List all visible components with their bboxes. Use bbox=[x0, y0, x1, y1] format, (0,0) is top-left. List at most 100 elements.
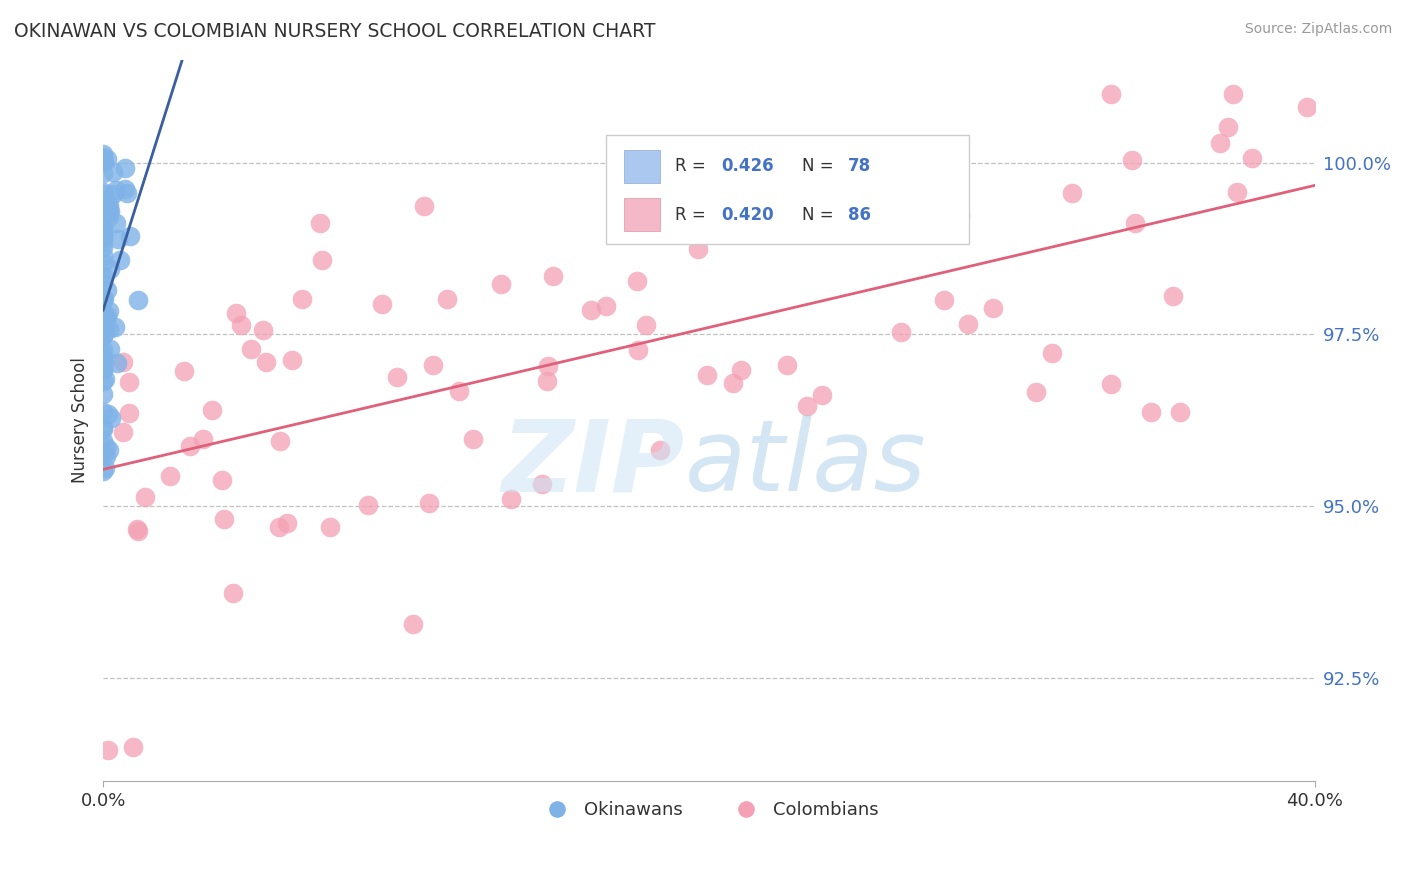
Point bbox=[91, 187, 114, 202]
Point bbox=[93, 228, 115, 243]
Point bbox=[91, 269, 114, 284]
Point bbox=[827, 219, 849, 234]
Point bbox=[97, 304, 120, 318]
Point bbox=[108, 253, 131, 268]
Point bbox=[222, 586, 245, 600]
Point bbox=[93, 323, 115, 337]
FancyBboxPatch shape bbox=[606, 136, 969, 244]
Point bbox=[100, 410, 122, 425]
Point bbox=[91, 363, 114, 377]
Point bbox=[91, 348, 114, 362]
Point bbox=[413, 199, 436, 213]
Point bbox=[191, 432, 214, 446]
Point bbox=[291, 292, 314, 306]
Point bbox=[101, 187, 124, 202]
Point bbox=[281, 353, 304, 368]
Point bbox=[91, 220, 114, 235]
Point bbox=[644, 202, 666, 216]
Point bbox=[179, 439, 201, 453]
Point bbox=[91, 312, 114, 326]
Point bbox=[91, 239, 114, 253]
Point bbox=[541, 268, 564, 283]
Point bbox=[97, 407, 120, 421]
Point bbox=[93, 154, 115, 169]
Point bbox=[91, 313, 114, 327]
Point bbox=[91, 363, 114, 377]
Point bbox=[122, 740, 145, 755]
Point bbox=[91, 374, 114, 388]
Point bbox=[311, 252, 333, 267]
Point bbox=[537, 359, 560, 374]
Point bbox=[1295, 100, 1317, 114]
Point bbox=[105, 183, 128, 197]
Point bbox=[96, 284, 118, 298]
Point bbox=[1123, 215, 1146, 229]
Point bbox=[447, 384, 470, 398]
Point bbox=[636, 318, 658, 332]
Point bbox=[91, 153, 114, 168]
Point bbox=[118, 406, 141, 420]
Point bbox=[1099, 376, 1122, 391]
Point bbox=[626, 274, 648, 288]
Point bbox=[1222, 87, 1244, 101]
Point bbox=[96, 309, 118, 323]
Point bbox=[93, 357, 115, 371]
Point bbox=[127, 293, 149, 308]
Point bbox=[956, 318, 979, 332]
Point bbox=[721, 376, 744, 390]
Point bbox=[98, 342, 121, 356]
Point bbox=[91, 227, 114, 242]
Point bbox=[159, 469, 181, 483]
Point bbox=[91, 328, 114, 343]
Point bbox=[619, 148, 641, 162]
Point bbox=[229, 318, 252, 332]
Point bbox=[94, 461, 117, 475]
Point bbox=[98, 322, 121, 336]
Point bbox=[97, 742, 120, 756]
Text: atlas: atlas bbox=[685, 415, 927, 512]
Point bbox=[1168, 405, 1191, 419]
Point bbox=[91, 316, 114, 330]
Text: 0.420: 0.420 bbox=[721, 206, 773, 224]
Point bbox=[1062, 186, 1084, 200]
Point bbox=[91, 146, 114, 161]
Point bbox=[696, 368, 718, 382]
Point bbox=[91, 304, 114, 318]
Point bbox=[212, 512, 235, 526]
Bar bbox=[624, 150, 661, 183]
Point bbox=[1121, 153, 1143, 167]
Point bbox=[98, 262, 121, 277]
Point bbox=[91, 150, 114, 164]
Point bbox=[627, 343, 650, 357]
Point bbox=[120, 229, 142, 244]
Point bbox=[1240, 151, 1263, 165]
Text: 86: 86 bbox=[848, 206, 872, 224]
Point bbox=[276, 516, 298, 531]
Point bbox=[91, 434, 114, 449]
Point bbox=[91, 293, 114, 307]
Point bbox=[775, 358, 797, 372]
Text: R =: R = bbox=[675, 206, 711, 224]
Point bbox=[1139, 405, 1161, 419]
Point bbox=[932, 293, 955, 307]
Point bbox=[422, 358, 444, 372]
Text: N =: N = bbox=[803, 157, 839, 176]
Point bbox=[463, 432, 485, 446]
Point bbox=[91, 387, 114, 401]
Point bbox=[201, 403, 224, 417]
Point bbox=[254, 355, 277, 369]
Point bbox=[96, 450, 118, 464]
Point bbox=[91, 309, 114, 323]
Point bbox=[96, 198, 118, 212]
Legend: Okinawans, Colombians: Okinawans, Colombians bbox=[531, 794, 886, 826]
Point bbox=[579, 302, 602, 317]
Point bbox=[91, 464, 114, 478]
Point bbox=[117, 186, 139, 200]
Point bbox=[105, 356, 128, 370]
Point bbox=[118, 375, 141, 389]
Text: N =: N = bbox=[803, 206, 839, 224]
Point bbox=[98, 198, 121, 212]
Point bbox=[800, 218, 823, 232]
Point bbox=[98, 442, 121, 457]
Point bbox=[309, 216, 332, 230]
